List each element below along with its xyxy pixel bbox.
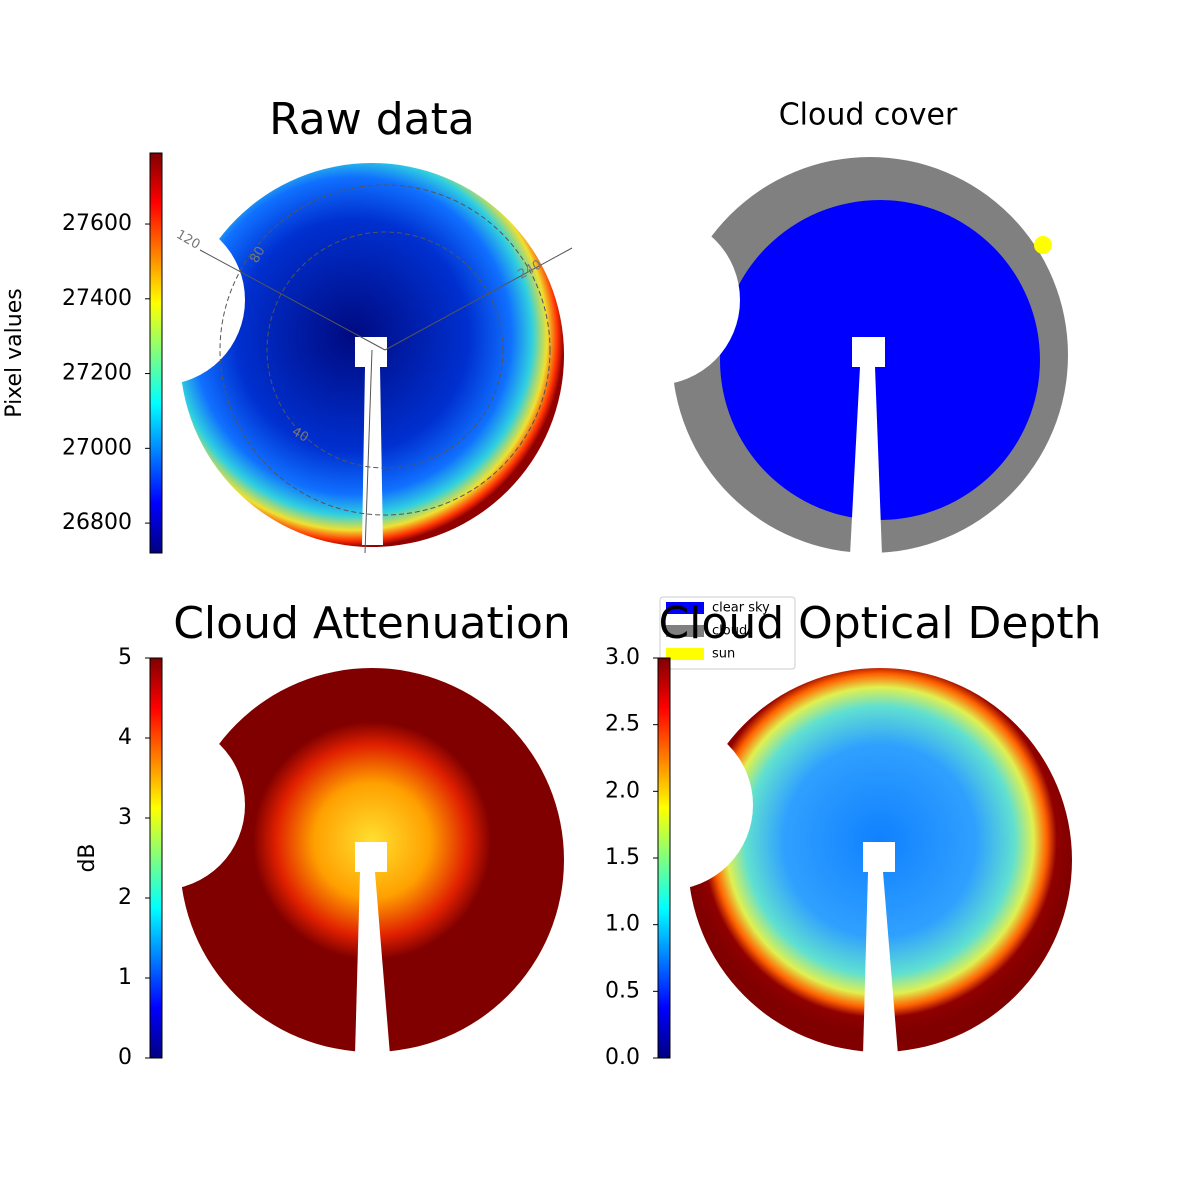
legend-swatch [666,648,704,660]
colorbar-tick-label: 2 [118,885,132,910]
colorbar-tick-label: 0.0 [605,1045,640,1070]
optical-depth-image [583,668,1072,1055]
colorbar-tick-label: 26800 [62,510,132,535]
colorbar [657,657,671,1059]
colorbar-tick-label: 2.0 [605,778,640,803]
colorbar-tick-label: 3.0 [605,645,640,670]
colorbar-tick-label: 3 [118,805,132,830]
panel-title: Cloud Optical Depth [658,598,1101,649]
legend-swatch [666,602,704,614]
colorbar-tick-label: 1.0 [605,912,640,937]
colorbar-tick-label: 1 [118,965,132,990]
legend-label: sun [712,647,735,662]
colorbar-label: Pixel values [2,288,27,417]
panel-title: Cloud cover [779,98,958,133]
colorbar-tick-label: 27400 [62,286,132,311]
colorbar-tick-label: 0 [118,1045,132,1070]
colorbar-tick-label: 4 [118,725,132,750]
sun-marker [1034,236,1052,254]
legend-label: clear sky [712,601,770,616]
panel-title: Raw data [269,94,475,145]
colorbar-tick-label: 1.5 [605,845,640,870]
colorbar-tick-label: 5 [118,645,132,670]
panel-title: Cloud Attenuation [173,598,571,649]
attenuation-image [75,668,564,1055]
colorbar-tick-label: 27000 [62,435,132,460]
colorbar-tick-label: 0.5 [605,978,640,1003]
colorbar-tick-label: 2.5 [605,712,640,737]
colorbar [149,152,163,554]
colorbar [149,657,163,1059]
legend-swatch [666,625,704,637]
legend-label: cloud [712,624,747,639]
polar-label: 40 [289,424,311,445]
cloud-cover-image [570,157,1068,555]
polar-label: 80 [247,244,268,266]
colorbar-tick-label: 27200 [62,361,132,386]
colorbar-label: dB [75,843,100,872]
raw-image [75,163,573,554]
colorbar-tick-label: 27600 [62,211,132,236]
